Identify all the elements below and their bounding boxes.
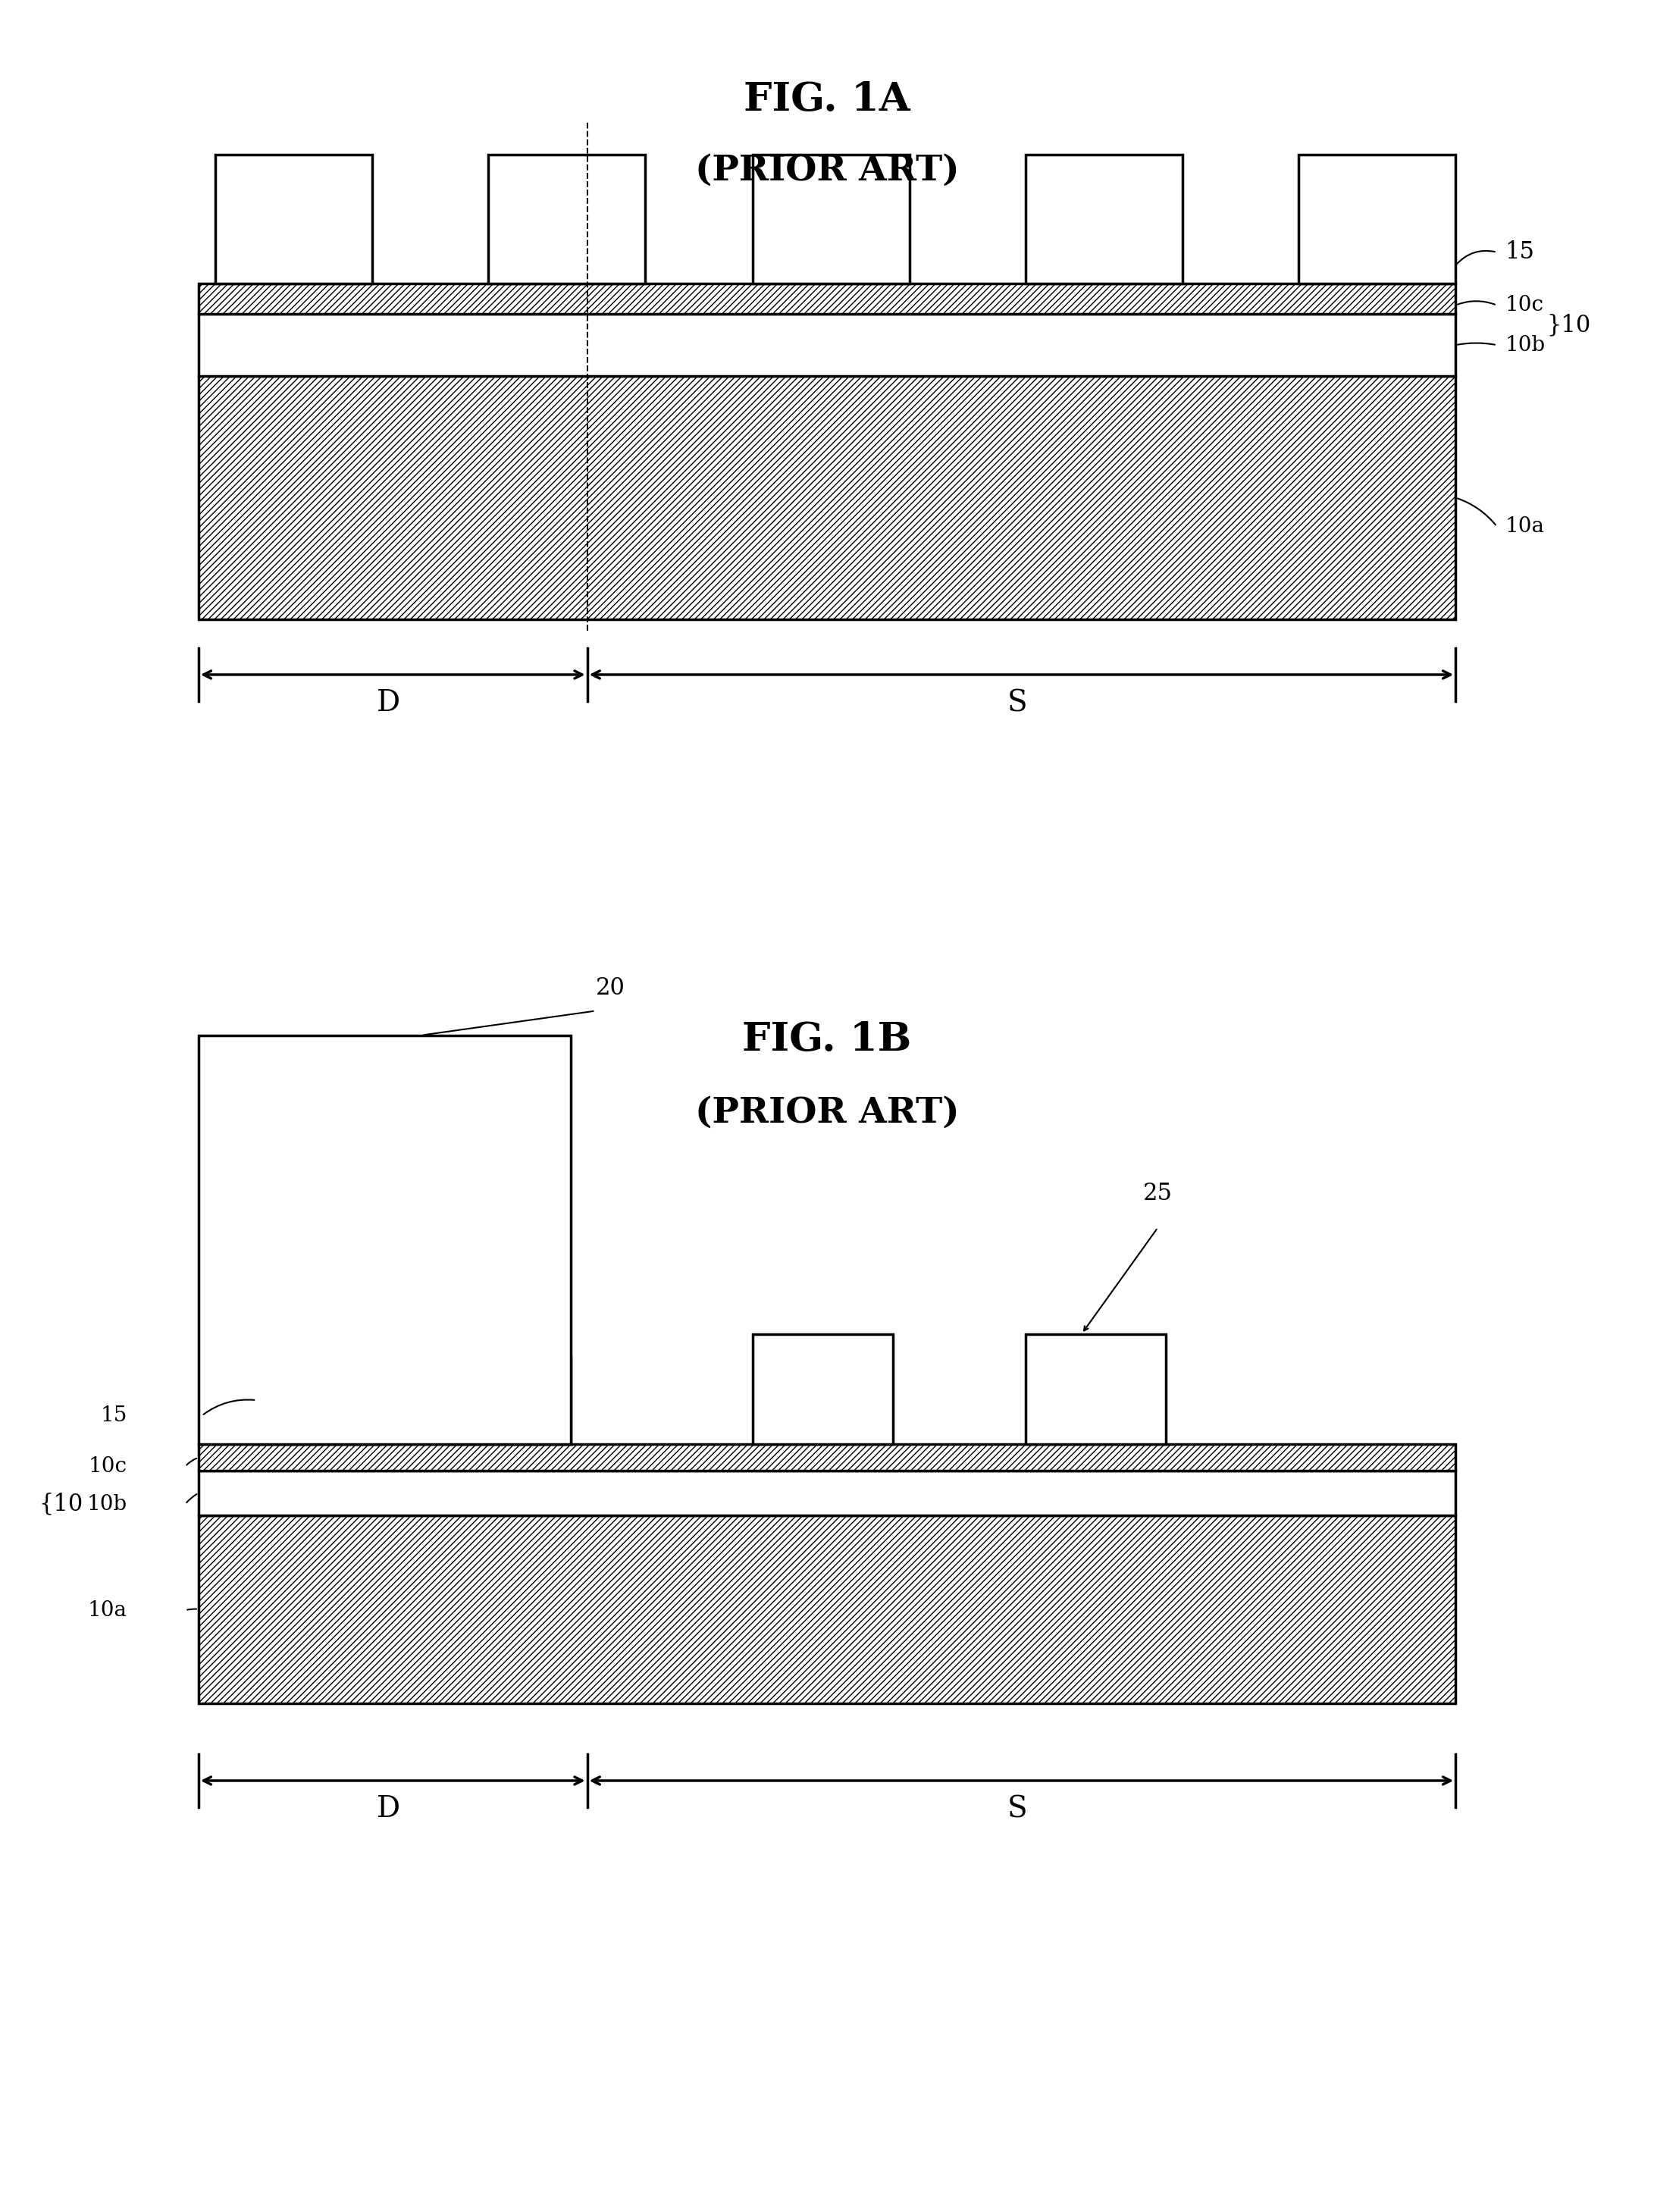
Text: 10b: 10b bbox=[88, 1493, 127, 1515]
Bar bbox=[198, 376, 1456, 619]
Text: }10: }10 bbox=[1546, 314, 1591, 336]
Text: 20: 20 bbox=[595, 975, 625, 1000]
Text: 10c: 10c bbox=[1505, 294, 1543, 316]
Bar bbox=[198, 1035, 571, 1444]
Text: S: S bbox=[1007, 1796, 1027, 1823]
Bar bbox=[488, 155, 645, 283]
Bar bbox=[198, 283, 1456, 314]
Text: 10a: 10a bbox=[88, 1599, 127, 1621]
Bar bbox=[1298, 155, 1456, 283]
Text: (PRIOR ART): (PRIOR ART) bbox=[695, 1095, 959, 1130]
Bar bbox=[198, 1471, 1456, 1515]
Bar bbox=[198, 1515, 1456, 1703]
Bar bbox=[447, 1356, 571, 1444]
Bar bbox=[198, 314, 1456, 376]
Bar bbox=[1025, 1334, 1166, 1444]
Bar bbox=[753, 155, 910, 283]
Text: 10a: 10a bbox=[1505, 515, 1545, 538]
Text: {10: {10 bbox=[38, 1493, 83, 1515]
Text: 25: 25 bbox=[1143, 1181, 1173, 1206]
Text: 10b: 10b bbox=[1505, 334, 1545, 356]
Bar bbox=[753, 1334, 893, 1444]
Text: (PRIOR ART): (PRIOR ART) bbox=[695, 153, 959, 188]
Bar bbox=[215, 155, 372, 283]
Text: 10c: 10c bbox=[89, 1455, 127, 1478]
Text: FIG. 1B: FIG. 1B bbox=[743, 1020, 911, 1060]
Text: 15: 15 bbox=[101, 1405, 127, 1427]
Bar bbox=[198, 1444, 1456, 1471]
Text: 15: 15 bbox=[1505, 241, 1535, 263]
Text: FIG. 1A: FIG. 1A bbox=[744, 80, 910, 119]
Bar bbox=[256, 1356, 380, 1444]
Text: D: D bbox=[377, 1796, 400, 1823]
Text: S: S bbox=[1007, 690, 1027, 717]
Text: D: D bbox=[377, 690, 400, 717]
Bar bbox=[1025, 155, 1183, 283]
